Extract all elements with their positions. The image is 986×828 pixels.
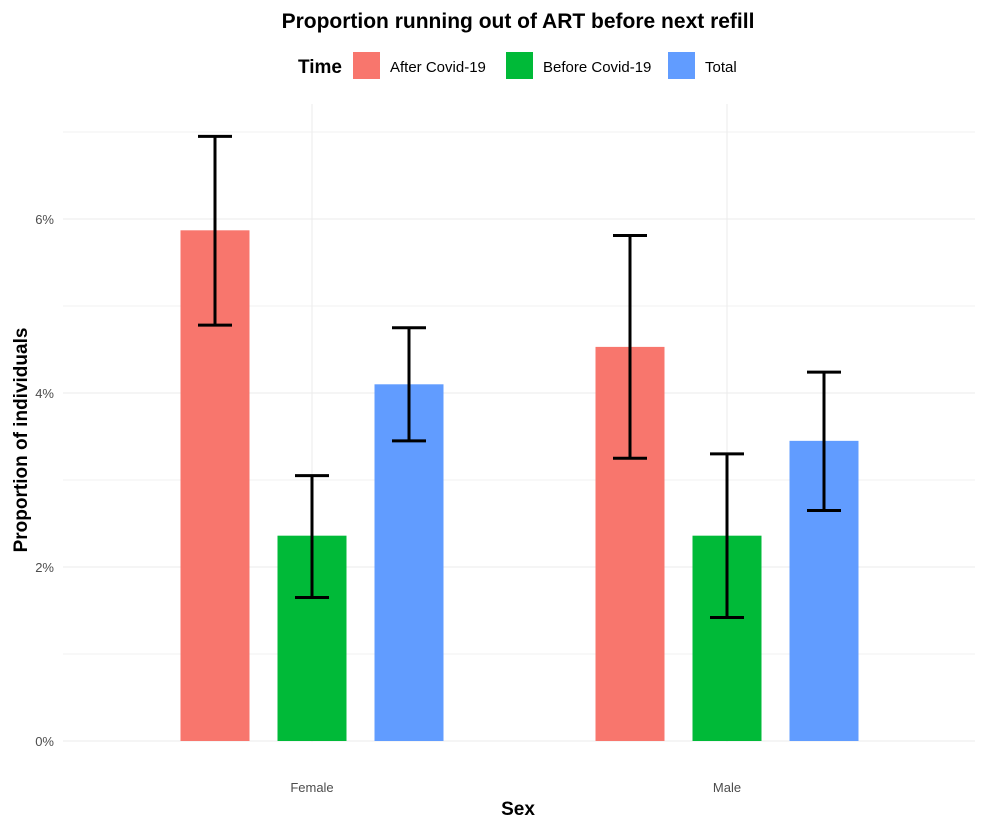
chart-title: Proportion running out of ART before nex…: [282, 10, 755, 33]
y-tick-label: 0%: [35, 734, 54, 749]
y-tick-label: 4%: [35, 386, 54, 401]
legend-swatch: [353, 52, 380, 79]
legend: Time After Covid-19 Before Covid-19 Total: [298, 52, 737, 79]
error-bar: [198, 134, 232, 327]
legend-swatch: [668, 52, 695, 79]
legend-label: Total: [705, 59, 737, 76]
bar: [374, 384, 444, 741]
x-axis-title: Sex: [501, 799, 535, 820]
x-tick-label: Female: [290, 780, 333, 795]
legend-title: Time: [298, 57, 342, 78]
error-bar: [392, 326, 426, 443]
error-bar: [807, 370, 841, 512]
error-bar: [710, 452, 744, 619]
legend-label: After Covid-19: [390, 59, 486, 76]
error-bar: [295, 474, 329, 599]
x-tick-label: Male: [713, 780, 741, 795]
legend-label: Before Covid-19: [543, 59, 651, 76]
error-bar: [613, 234, 647, 460]
y-tick-labels: 0% 2% 4% 6%: [35, 212, 54, 749]
x-tick-labels: Female Male: [290, 780, 741, 795]
bars: [180, 230, 859, 741]
y-axis-title: Proportion of individuals: [11, 328, 32, 553]
y-tick-label: 6%: [35, 212, 54, 227]
y-tick-label: 2%: [35, 560, 54, 575]
legend-swatch: [506, 52, 533, 79]
error-bars: [198, 134, 841, 619]
